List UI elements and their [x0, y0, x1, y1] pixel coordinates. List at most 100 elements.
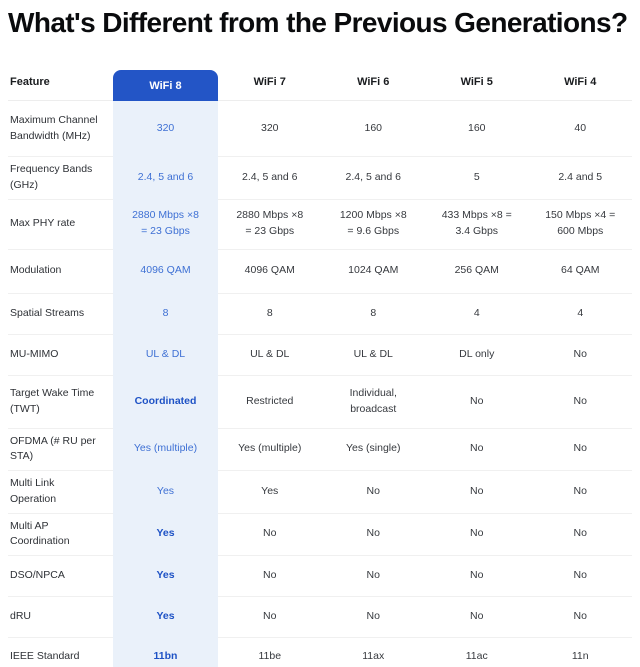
value-cell: 150 Mbps ×4 = 600 Mbps	[545, 209, 616, 237]
page-title: What's Different from the Previous Gener…	[8, 7, 628, 38]
value-cell: 11be	[258, 650, 282, 663]
table-row: Target Wake Time (TWT) Coordinated Restric…	[8, 376, 632, 429]
table-row: Modulation 4096 QAM 4096 QAM 1024 QAM 256 QA…	[8, 250, 632, 294]
feature-label: Target Wake Time (TWT)	[10, 386, 95, 415]
value-cell: 320	[156, 121, 175, 134]
value-cell: No	[573, 484, 587, 497]
value-cell: 4	[577, 306, 584, 319]
feature-label: DSO/NPCA	[10, 569, 65, 582]
value-cell: 11bn	[153, 650, 178, 663]
feature-label: MU-MIMO	[10, 347, 59, 360]
value-cell: 2.4, 5 and 6	[242, 170, 298, 183]
value-cell: Yes	[156, 569, 175, 582]
table-row: dRU Yes No No No No	[8, 597, 632, 638]
table-row: Multi AP Coordination Yes No No No No	[8, 514, 632, 556]
value-cell: 5	[473, 170, 480, 183]
value-cell: 2880 Mbps ×8 = 23 Gbps	[236, 209, 304, 237]
value-cell: No	[573, 347, 587, 360]
value-cell: Coordinated	[134, 394, 197, 407]
value-cell: No	[470, 442, 484, 455]
value-cell: 11ac	[465, 650, 488, 663]
feature-label: Modulation	[10, 264, 62, 277]
value-cell: 433 Mbps ×8 = 3.4 Gbps	[441, 209, 512, 237]
table-row: MU-MIMO UL & DL UL & DL UL & DL DL only No	[8, 335, 632, 376]
value-cell: Restricted	[246, 394, 294, 407]
value-cell: UL & DL	[353, 347, 393, 360]
value-cell: No	[470, 569, 484, 582]
feature-label: Multi Link Operation	[10, 477, 57, 505]
value-cell: No	[366, 569, 380, 582]
value-cell: No	[573, 394, 587, 407]
value-cell: 8	[370, 306, 377, 319]
value-cell: Yes (single)	[346, 442, 401, 455]
value-cell: Yes	[261, 484, 279, 497]
value-cell: No	[366, 484, 380, 497]
table-row: Max PHY rate 2880 Mbps ×8 = 23 Gbps 2880 M…	[8, 200, 632, 250]
value-cell: 2.4 and 5	[558, 170, 603, 183]
table-row: IEEE Standard 11bn 11be 11ax 11ac 11n	[8, 638, 632, 667]
table-header-row: Feature WiFi 7 WiFi 6 WiFi 5 WiFi 4 WiFi…	[8, 64, 632, 101]
value-cell: No	[573, 569, 587, 582]
table-row: Maximum Channel Bandwidth (MHz) 320 320 160…	[8, 101, 632, 157]
value-cell: 11ax	[362, 650, 385, 663]
table-row: OFDMA (# RU per STA) Yes (multiple) Yes (m…	[8, 429, 632, 471]
feature-label: Max PHY rate	[10, 217, 76, 230]
value-cell: No	[366, 527, 380, 540]
value-cell: 11n	[571, 650, 589, 663]
table-row: DSO/NPCA Yes No No No No	[8, 556, 632, 597]
value-cell: No	[470, 610, 484, 623]
value-cell: Yes (multiple)	[238, 442, 302, 455]
feature-label: OFDMA (# RU per STA)	[10, 434, 96, 463]
value-cell: 160	[467, 121, 486, 134]
value-cell: UL & DL	[250, 347, 290, 360]
table-row: Multi Link Operation Yes Yes No No No	[8, 471, 632, 514]
value-cell: No	[470, 394, 484, 407]
value-cell: 4	[473, 306, 480, 319]
value-cell: 8	[266, 306, 273, 319]
value-cell: Yes (multiple)	[133, 442, 198, 455]
column-header-wifi7: WiFi 7	[253, 76, 286, 88]
value-cell: 4096 QAM	[140, 264, 191, 277]
feature-label: Maximum Channel Bandwidth (MHz)	[10, 113, 98, 142]
value-cell: 8	[162, 306, 169, 319]
feature-label: dRU	[10, 610, 32, 623]
wifi8-highlight-column	[113, 100, 218, 667]
feature-label: Frequency Bands (GHz)	[10, 163, 93, 191]
feature-label: IEEE Standard	[10, 650, 80, 663]
value-cell: Yes	[156, 484, 175, 497]
value-cell: DL only	[459, 347, 495, 360]
value-cell: No	[573, 527, 587, 540]
value-cell: 2.4, 5 and 6	[137, 170, 194, 183]
feature-label: Multi AP Coordination	[10, 519, 70, 548]
value-cell: No	[470, 484, 484, 497]
table-body: Maximum Channel Bandwidth (MHz) 320 320 160…	[8, 101, 632, 667]
value-cell: Individual, broadcast	[349, 386, 397, 415]
value-cell: No	[366, 610, 380, 623]
value-cell: 2880 Mbps ×8 = 23 Gbps	[132, 209, 199, 237]
value-cell: No	[470, 527, 484, 540]
comparison-table: Feature WiFi 7 WiFi 6 WiFi 5 WiFi 4 WiFi…	[8, 64, 632, 667]
value-cell: No	[573, 610, 587, 623]
value-cell: 2.4, 5 and 6	[345, 170, 401, 183]
value-cell: 256 QAM	[454, 264, 499, 277]
table-row: Spatial Streams 8 8 8 4 4	[8, 294, 632, 335]
value-cell: No	[573, 442, 587, 455]
value-cell: 64 QAM	[560, 264, 600, 277]
column-header-wifi8-tab: WiFi 8	[113, 70, 218, 101]
feature-label: Spatial Streams	[10, 306, 85, 319]
column-header-feature: Feature	[10, 76, 50, 88]
value-cell: Yes	[156, 610, 175, 623]
column-header-wifi6: WiFi 6	[357, 76, 390, 88]
value-cell: Yes	[156, 527, 175, 540]
value-cell: No	[263, 569, 277, 582]
value-cell: 4096 QAM	[244, 264, 295, 277]
value-cell: No	[263, 610, 277, 623]
value-cell: 40	[574, 121, 587, 134]
value-cell: UL & DL	[145, 347, 186, 360]
value-cell: 1024 QAM	[348, 264, 399, 277]
column-header-wifi5: WiFi 5	[460, 76, 493, 88]
value-cell: No	[263, 527, 277, 540]
value-cell: 160	[364, 121, 383, 134]
value-cell: 320	[260, 121, 279, 134]
